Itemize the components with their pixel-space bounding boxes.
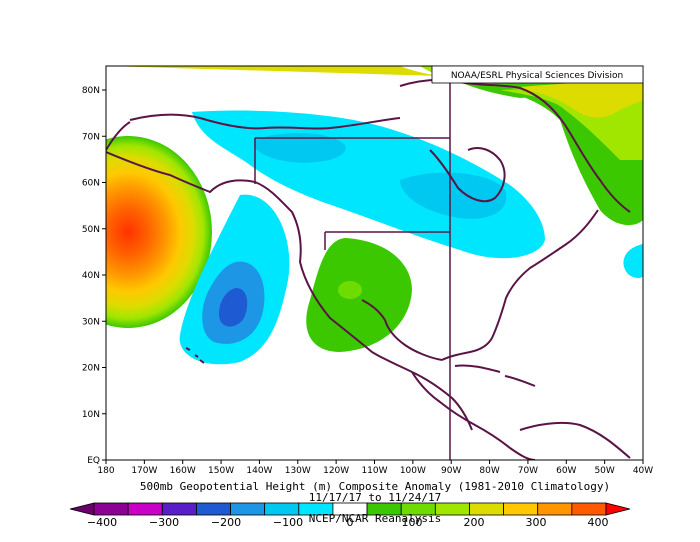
positive-anomaly-southwest-core	[338, 281, 362, 299]
credit-box	[431, 65, 644, 84]
positive-anomaly-pacific-ridge	[106, 136, 212, 328]
colorbar-arrow-low	[69, 502, 95, 516]
lat-tick-label: 40N	[82, 271, 100, 281]
coastline-caribbean	[454, 364, 536, 387]
coastline-central-america	[411, 371, 536, 460]
lon-tick-label: 70W	[518, 466, 538, 476]
lon-tick-label: 90W	[441, 466, 461, 476]
longitude-axis: 180 170W 160W 150W 140W 130W 120W 110W 100W 90W 80…	[97, 460, 653, 476]
lon-tick-label: 60W	[556, 466, 576, 476]
negative-anomaly-trough-core	[218, 288, 248, 327]
colorbar-swatch	[230, 502, 266, 516]
colorbar	[69, 502, 631, 516]
coastline-atlantic	[441, 209, 599, 361]
lat-tick-label: 20N	[82, 364, 100, 374]
region-box	[254, 80, 451, 460]
coastline-siberia	[106, 121, 131, 151]
colorbar-label: 200	[464, 516, 485, 529]
lat-tick-label: 30N	[82, 317, 100, 327]
lon-tick-label: 100W	[400, 466, 426, 476]
lon-tick-label: 110W	[361, 466, 387, 476]
positive-anomaly-greenland-core	[510, 80, 643, 118]
colorbar-label: 0	[347, 516, 354, 529]
data-source: NCEP/NCAR Reanalysis	[309, 512, 441, 525]
credit-text: NOAA/ESRL Physical Sciences Division	[451, 71, 623, 81]
negative-anomaly-atlantic	[623, 244, 643, 278]
coastline-hawaii	[185, 347, 205, 364]
lat-tick-label: 60N	[82, 179, 100, 189]
colorbar-label: −400	[87, 516, 117, 529]
negative-anomaly-hudson	[400, 172, 507, 219]
lat-tick-label: 70N	[82, 132, 100, 142]
lat-tick-label: 80N	[82, 86, 100, 96]
lat-tick-label: 50N	[82, 225, 100, 235]
colorbar-labels: −400 −300 −200 −100 0 100 200 300 400	[87, 516, 609, 529]
lon-tick-label: 130W	[285, 466, 311, 476]
colorbar-label: 100	[402, 516, 423, 529]
coastline-gulf	[361, 299, 443, 361]
region-box-outline	[254, 80, 451, 460]
positive-anomaly-arctic-core	[106, 66, 440, 76]
colorbar-swatch	[195, 502, 231, 516]
lon-tick-label: 40W	[633, 466, 653, 476]
colorbar-swatch	[469, 502, 505, 516]
colorbar-label: −300	[149, 516, 179, 529]
lon-tick-label: 80W	[479, 466, 499, 476]
colorbar-label: 400	[588, 516, 609, 529]
colorbar-swatch	[571, 502, 607, 516]
colorbar-label: −200	[211, 516, 241, 529]
coastline-arctic	[129, 113, 401, 130]
coastline-pacific	[106, 151, 473, 431]
colorbar-label: −100	[273, 516, 303, 529]
colorbar-arrow-high	[605, 502, 631, 516]
lat-tick-label: 10N	[82, 410, 100, 420]
colorbar-swatch	[264, 502, 300, 516]
lon-tick-label: 160W	[170, 466, 196, 476]
lon-tick-label: 170W	[131, 466, 157, 476]
colorbar-label: 300	[526, 516, 547, 529]
lon-tick-label: 180	[97, 466, 114, 476]
lon-tick-label: 140W	[246, 466, 272, 476]
anomaly-fields	[106, 66, 643, 365]
lon-tick-label: 150W	[208, 466, 234, 476]
map-title: 500mb Geopotential Height (m) Composite …	[140, 480, 610, 493]
map-plot-area: NOAA/ESRL Physical Sciences Division	[105, 65, 644, 461]
lon-tick-label: 50W	[594, 466, 614, 476]
colorbar-swatch	[93, 502, 129, 516]
lon-tick-label: 120W	[323, 466, 349, 476]
colorbar-swatch	[537, 502, 573, 516]
colorbar-swatch	[127, 502, 163, 516]
colorbar-swatch	[503, 502, 539, 516]
colorbar-swatch	[161, 502, 197, 516]
coastline-south-america	[519, 421, 631, 459]
latitude-axis: EQ 10N 20N 30N 40N 50N 60N 70N 80N	[82, 86, 106, 466]
lat-tick-label: EQ	[87, 456, 100, 466]
date-range: 11/17/17 to 11/24/17	[309, 491, 441, 504]
negative-anomaly-nw-canada	[254, 133, 346, 163]
